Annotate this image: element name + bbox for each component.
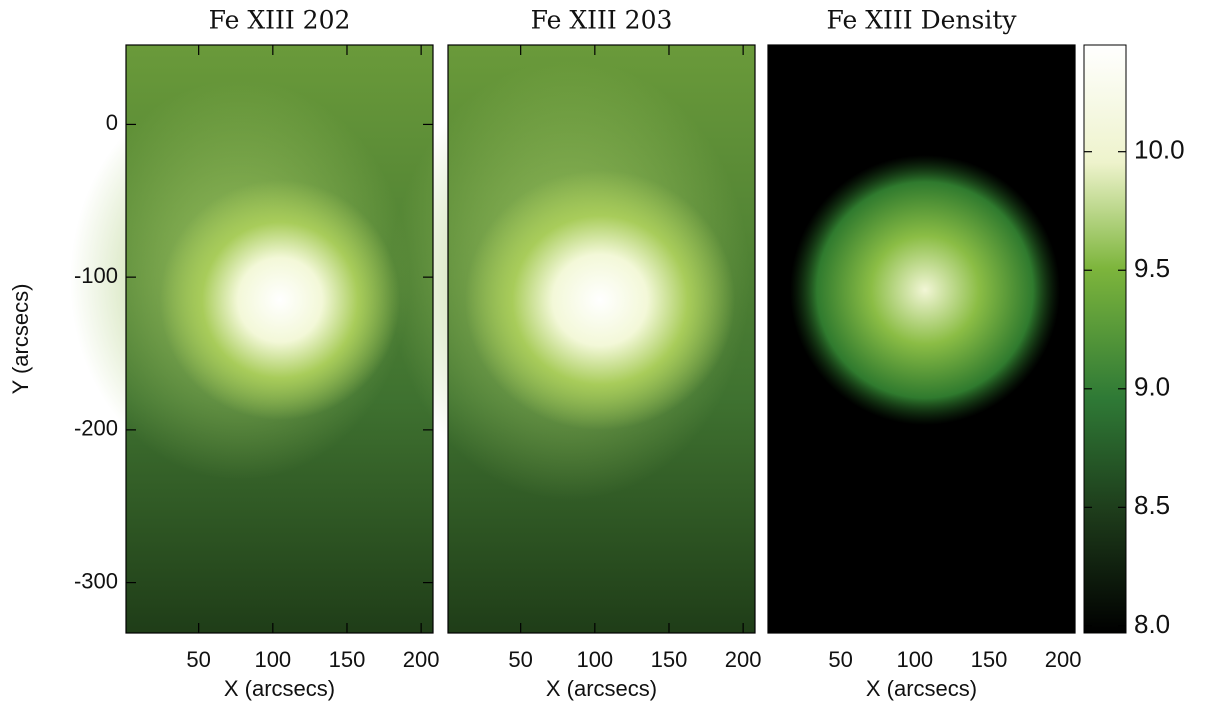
x-tick-label: 200 (725, 647, 762, 672)
x-axis-label: X (arcsecs) (866, 676, 977, 701)
page: Fe XIII 202 50 100 150 200 0 -100 -200 -300 X (ar… (0, 0, 1209, 712)
x-tick-label: 200 (403, 647, 440, 672)
y-tick-label: -200 (74, 416, 118, 441)
panel-title: Fe XIII Density (826, 6, 1017, 35)
x-axis-label: X (arcsecs) (224, 676, 335, 701)
y-axis-label: Y (arcsecs) (8, 284, 33, 395)
x-tick-label: 100 (896, 647, 933, 672)
y-tick-label: -300 (74, 568, 118, 593)
y-tick-label: -100 (74, 263, 118, 288)
x-tick-label: 150 (329, 647, 366, 672)
image-density (768, 45, 1075, 633)
x-tick-label: 200 (1045, 647, 1082, 672)
x-tick-label: 50 (828, 647, 852, 672)
x-tick-label: 100 (576, 647, 613, 672)
colorbar-tick-label: 9.0 (1134, 372, 1170, 402)
panel-title: Fe XIII 203 (531, 6, 673, 35)
colorbar-tick-label: 8.0 (1134, 609, 1170, 639)
panel-title: Fe XIII 202 (209, 6, 351, 35)
colorbar-tick-label: 9.5 (1134, 253, 1170, 283)
figure: Fe XIII 202 50 100 150 200 0 -100 -200 -300 X (ar… (0, 0, 1209, 712)
image-203 (390, 45, 755, 633)
x-tick-label: 150 (651, 647, 688, 672)
x-tick-label: 100 (254, 647, 291, 672)
colorbar (1084, 45, 1126, 633)
x-tick-label: 50 (186, 647, 210, 672)
colorbar-tick-label: 10.0 (1134, 135, 1185, 165)
x-tick-label: 50 (508, 647, 532, 672)
x-tick-label: 150 (971, 647, 1008, 672)
x-axis-label: X (arcsecs) (546, 676, 657, 701)
y-tick-label: 0 (106, 110, 118, 135)
image-202 (70, 45, 433, 633)
colorbar-tick-label: 8.5 (1134, 490, 1170, 520)
